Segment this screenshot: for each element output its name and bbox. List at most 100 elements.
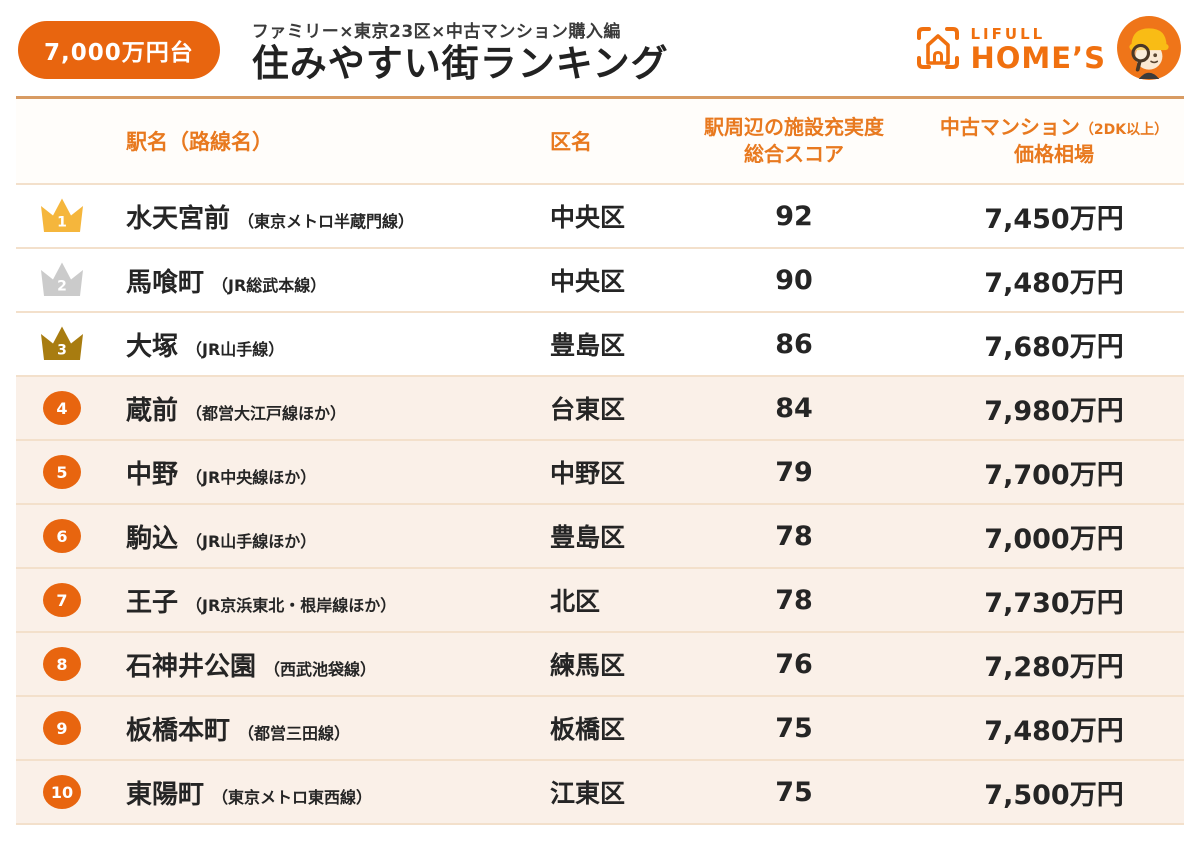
table-row: 10 10 東陽町 （東京メトロ東西線） 江東区 75 7,500万円 bbox=[16, 759, 1184, 823]
header: 7,000万円台 ファミリー×東京23区×中古マンション購入編 住みやすい街ラン… bbox=[0, 0, 1200, 96]
ward-cell: 中央区 bbox=[550, 203, 626, 232]
table-row: 6 6 駒込 （JR山手線ほか） 豊島区 78 7,000万円 bbox=[16, 503, 1184, 567]
line-name: （JR山手線） bbox=[186, 339, 285, 359]
svg-text:2: 2 bbox=[57, 279, 67, 295]
rank-crown-icon: 1 bbox=[40, 197, 84, 235]
rank-number-badge: 10 bbox=[43, 775, 81, 809]
station-name: 東陽町 bbox=[126, 779, 205, 810]
line-name: （都営大江戸線ほか） bbox=[186, 403, 347, 423]
column-station: 駅名（路線名） bbox=[126, 130, 273, 154]
logo-homes-text: HOME’S bbox=[970, 41, 1106, 75]
ward-cell: 中野区 bbox=[550, 459, 626, 488]
score-cell: 78 bbox=[775, 584, 813, 616]
ward-cell: 台東区 bbox=[550, 395, 626, 424]
table-row: 4 4 蔵前 （都営大江戸線ほか） 台東区 84 7,980万円 bbox=[16, 375, 1184, 439]
price-cell: 7,980万円 bbox=[984, 395, 1124, 427]
station-cell: 水天宮前 （東京メトロ半蔵門線） bbox=[108, 198, 534, 235]
station-cell: 中野 （JR中央線ほか） bbox=[108, 454, 534, 491]
header-divider bbox=[16, 96, 1184, 99]
station-name: 中野 bbox=[126, 459, 179, 490]
homes-house-icon bbox=[915, 25, 961, 75]
station-name: 蔵前 bbox=[126, 395, 179, 426]
ranking-table: 駅名（路線名） 区名 駅周辺の施設充実度 総合スコア 中古マンション（2DK以上… bbox=[16, 99, 1184, 825]
line-name: （都営三田線） bbox=[238, 723, 351, 743]
rank-crown-icon: 2 bbox=[40, 261, 84, 299]
line-name: （東京メトロ東西線） bbox=[212, 787, 373, 807]
rank-cell: 5 5 bbox=[16, 455, 108, 489]
logo-wordmark: LIFULL HOME’S bbox=[971, 27, 1107, 73]
ranking-infographic: 7,000万円台 ファミリー×東京23区×中古マンション購入編 住みやすい街ラン… bbox=[0, 0, 1200, 825]
table-row: 2 2 馬喰町 （JR総武本線） 中央区 90 7,480万円 bbox=[16, 247, 1184, 311]
svg-text:1: 1 bbox=[57, 215, 67, 231]
table-row: 7 7 王子 （JR京浜東北・根岸線ほか） 北区 78 7,730万円 bbox=[16, 567, 1184, 631]
score-cell: 86 bbox=[775, 328, 813, 360]
rank-crown-icon: 3 bbox=[40, 325, 84, 363]
price-cell: 7,730万円 bbox=[984, 587, 1124, 619]
rank-cell: 10 10 bbox=[16, 775, 108, 809]
station-name: 馬喰町 bbox=[126, 267, 205, 298]
subtitle-text: ファミリー×東京23区×中古マンション購入編 bbox=[251, 21, 621, 42]
column-ward: 区名 bbox=[550, 130, 592, 154]
station-cell: 駒込 （JR山手線ほか） bbox=[108, 518, 534, 555]
station-name: 駒込 bbox=[126, 523, 179, 554]
ward-cell: 板橋区 bbox=[550, 715, 626, 744]
rank-cell: 9 9 bbox=[16, 711, 108, 745]
score-cell: 92 bbox=[775, 200, 813, 232]
rank-number-badge: 7 bbox=[43, 583, 81, 617]
ward-cell: 豊島区 bbox=[550, 523, 626, 552]
homes-mascot-icon bbox=[1116, 15, 1182, 85]
price-cell: 7,000万円 bbox=[984, 523, 1124, 555]
rank-cell: 7 7 bbox=[16, 583, 108, 617]
ward-cell: 江東区 bbox=[550, 779, 626, 808]
column-score: 駅周辺の施設充実度 総合スコア bbox=[704, 115, 884, 166]
rank-number-badge: 9 bbox=[43, 711, 81, 745]
rank-cell: 3 3 bbox=[16, 325, 108, 363]
station-name: 石神井公園 bbox=[126, 651, 257, 682]
line-name: （JR総武本線） bbox=[212, 275, 327, 295]
station-cell: 石神井公園 （西武池袋線） bbox=[108, 646, 534, 683]
table-row: 9 9 板橋本町 （都営三田線） 板橋区 75 7,480万円 bbox=[16, 695, 1184, 759]
rank-cell: 2 2 bbox=[16, 261, 108, 299]
line-name: （JR京浜東北・根岸線ほか） bbox=[186, 595, 397, 615]
station-name: 水天宮前 bbox=[126, 203, 231, 234]
rank-number-badge: 8 bbox=[43, 647, 81, 681]
station-name: 大塚 bbox=[126, 331, 179, 362]
logo-lifull-text: LIFULL bbox=[970, 25, 1046, 43]
rank-cell: 1 1 bbox=[16, 197, 108, 235]
lifull-homes-logo: LIFULL HOME’S bbox=[915, 15, 1183, 85]
rank-number-badge: 6 bbox=[43, 519, 81, 553]
table-row: 1 1 水天宮前 （東京メトロ半蔵門線） 中央区 92 7,450万円 bbox=[16, 183, 1184, 247]
line-name: （西武池袋線） bbox=[264, 659, 377, 679]
price-cell: 7,500万円 bbox=[984, 779, 1124, 811]
rank-number-badge: 5 bbox=[43, 455, 81, 489]
table-row: 3 3 大塚 （JR山手線） 豊島区 86 7,680万円 bbox=[16, 311, 1184, 375]
ward-cell: 練馬区 bbox=[550, 651, 626, 680]
station-cell: 東陽町 （東京メトロ東西線） bbox=[108, 774, 534, 811]
station-name: 王子 bbox=[126, 587, 179, 618]
table-row: 8 8 石神井公園 （西武池袋線） 練馬区 76 7,280万円 bbox=[16, 631, 1184, 695]
price-cell: 7,450万円 bbox=[984, 203, 1124, 235]
page-title: 住みやすい街ランキング bbox=[251, 41, 669, 85]
station-cell: 蔵前 （都営大江戸線ほか） bbox=[108, 390, 534, 427]
station-cell: 馬喰町 （JR総武本線） bbox=[108, 262, 534, 299]
rank-number-badge: 4 bbox=[43, 391, 81, 425]
line-name: （JR山手線ほか） bbox=[186, 531, 317, 551]
svg-text:3: 3 bbox=[57, 343, 67, 359]
price-range-badge: 7,000万円台 bbox=[18, 21, 220, 79]
station-cell: 大塚 （JR山手線） bbox=[108, 326, 534, 363]
price-cell: 7,680万円 bbox=[984, 331, 1124, 363]
table-body: 1 1 水天宮前 （東京メトロ半蔵門線） 中央区 92 7,450万円 2 2 … bbox=[16, 183, 1184, 823]
rank-cell: 4 4 bbox=[16, 391, 108, 425]
score-cell: 75 bbox=[775, 712, 813, 744]
score-cell: 84 bbox=[775, 392, 813, 424]
rank-cell: 6 6 bbox=[16, 519, 108, 553]
score-cell: 75 bbox=[775, 776, 813, 808]
station-name: 板橋本町 bbox=[126, 715, 231, 746]
rank-cell: 8 8 bbox=[16, 647, 108, 681]
score-cell: 90 bbox=[775, 264, 813, 296]
score-cell: 76 bbox=[775, 648, 813, 680]
score-cell: 78 bbox=[775, 520, 813, 552]
station-cell: 板橋本町 （都営三田線） bbox=[108, 710, 534, 747]
table-row: 5 5 中野 （JR中央線ほか） 中野区 79 7,700万円 bbox=[16, 439, 1184, 503]
table-header: 駅名（路線名） 区名 駅周辺の施設充実度 総合スコア 中古マンション（2DK以上… bbox=[16, 99, 1184, 183]
